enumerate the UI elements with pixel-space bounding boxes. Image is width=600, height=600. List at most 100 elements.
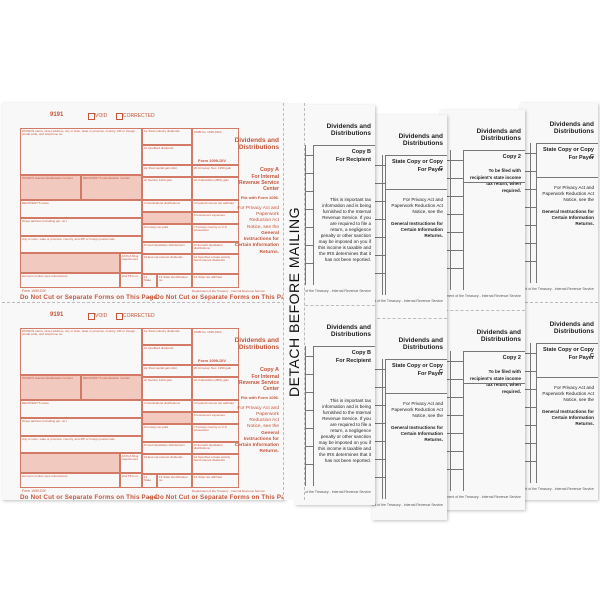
copy-label: State Copy or Copy C [542, 346, 594, 360]
form-divider [385, 358, 447, 360]
form-divider [372, 458, 385, 460]
form-divider [520, 460, 536, 462]
form-divider [382, 155, 383, 295]
file-with: File with Form 1096. [240, 195, 279, 200]
form-copy-bottom: Dividends and Distributions Copy B For Rec… [295, 305, 375, 505]
warning-right: — Do Not Cut or Separate Forms on This P… [147, 493, 285, 501]
void-checkbox[interactable] [88, 113, 95, 120]
footer-text: Department of the Treasury - Internal Re… [440, 294, 521, 298]
corrected-label: CORRECTED [123, 312, 155, 319]
footer-text: Department of the Treasury - Internal Re… [440, 495, 521, 499]
form-title: Dividends and Distributions [476, 128, 521, 142]
privacy-bold: General Instructions for Certain Informa… [390, 221, 443, 238]
form-field: RECIPIENT'S identification number [81, 374, 142, 400]
footer-text: Department of the Treasury - Internal Re… [520, 486, 594, 491]
corrected-label: CORRECTED [123, 113, 155, 119]
form-title: Dividends and Distributions [398, 133, 443, 147]
form-field: Street address (including apt. no.) [20, 218, 142, 236]
copy-label: Copy A [259, 167, 279, 173]
form-divider [520, 370, 536, 372]
form-divider [440, 433, 463, 434]
copy-for: For Internal Revenue Service Center [238, 174, 279, 192]
form-field: City or town, state or province, country… [20, 435, 142, 453]
form-field: City or town, state or province, country… [20, 236, 142, 253]
form-field: 13 State identification no. [157, 473, 192, 488]
form-divider [440, 232, 463, 233]
form-field: 2nd TIN not. [120, 273, 142, 288]
form-field: RECIPIENT'S identification number [81, 175, 142, 200]
form-field [20, 253, 120, 273]
privacy-text: For Privacy Act and Paperwork Reduction … [391, 197, 443, 214]
form-divider [520, 261, 536, 262]
form-title: Dividends and Distributions [398, 336, 443, 351]
form-field: 4 Federal income tax withheld [192, 399, 239, 412]
form-copy-top: Dividends and Distributions Copy 2 To be f… [440, 110, 525, 310]
privacy-text: For Privacy Act and Paperwork Reduction … [391, 400, 443, 418]
form-field: 11 Specified private activity bond inter… [192, 254, 239, 274]
form-field: 2d Collectibles (28%) gain [192, 376, 239, 400]
void-checkbox[interactable] [88, 312, 95, 320]
form-field [192, 128, 239, 165]
footer-text: Department of the Treasury - Internal Re… [520, 287, 594, 291]
footer-text: Department of the Treasury - Internal Re… [372, 299, 443, 303]
form-divider [440, 397, 463, 398]
form-field [192, 327, 239, 365]
form-divider [313, 145, 375, 146]
form-divider [372, 201, 385, 202]
form-divider [372, 219, 385, 220]
form-field: 10 Exempt-interest dividends [142, 254, 192, 274]
form-divider [305, 346, 306, 486]
privacy-text: For Privacy Act and Paperwork Reduction … [542, 384, 594, 402]
privacy-text: For Privacy Act and Paperwork Reduction … [237, 405, 279, 430]
form-field: RECIPIENT'S name [20, 399, 142, 418]
form-divider [372, 404, 385, 406]
corrected-checkbox[interactable] [116, 113, 123, 120]
privacy-text: For Privacy Act and Paperwork Reduction … [237, 206, 279, 230]
form-divider [313, 145, 314, 285]
form-divider [385, 155, 386, 295]
form-copy-bottom: Dividends and Distributions State Copy or… [372, 317, 447, 521]
form-field: 6 Foreign tax paid [142, 224, 192, 242]
form-divider [372, 183, 385, 184]
form-divider [536, 143, 537, 283]
form-field: Account number (see instructions) [20, 273, 120, 288]
form-field: 12 State [142, 473, 157, 488]
form-divider [536, 342, 598, 344]
copy-for: For Payer [568, 155, 594, 161]
form-title: Dividends and Distributions [234, 137, 279, 151]
form-divider [520, 406, 536, 408]
form-title: Dividends and Distributions [549, 320, 594, 335]
form-divider [372, 386, 385, 388]
omb-number: OMB No. 1545-0110 [194, 130, 222, 134]
warning-right: — Do Not Cut or Separate Forms on This P… [147, 294, 285, 301]
form-divider [463, 383, 525, 384]
form-field: 8 Cash liquidation distributions [142, 242, 192, 254]
form-title: Dividends and Distributions [326, 123, 371, 137]
corrected-checkbox[interactable] [116, 312, 123, 320]
form-field: Account number (see instructions) [20, 472, 120, 488]
form-field: PAYER'S name, street address, city or to… [20, 327, 142, 375]
form-title: Dividends and Distributions [549, 121, 594, 135]
form-divider [372, 273, 385, 274]
privacy-bold: General Instructions for Certain Informa… [541, 209, 594, 226]
form-field: 5 Investment expenses [192, 212, 239, 224]
form-divider [520, 352, 536, 354]
form-field: 13 State identification no. [157, 274, 192, 288]
form-copy-bottom: Dividends and Distributions State Copy or… [520, 301, 598, 501]
copy-label: State Copy or Copy C [391, 159, 443, 172]
copy-for: For Payer [417, 167, 443, 173]
form-divider [520, 243, 536, 244]
form-field: 5 Investment expenses [192, 411, 239, 424]
form-divider [536, 177, 598, 178]
form-divider [440, 250, 463, 251]
form-title: Dividends and Distributions [234, 336, 279, 351]
form-divider [372, 422, 385, 424]
form-divider [372, 237, 385, 238]
form-field: 1a Total ordinary dividends [142, 128, 192, 145]
form-divider [385, 155, 447, 156]
form-field [142, 212, 192, 224]
form-field: 8 Cash liquidation distributions [142, 441, 192, 454]
copy-label: Copy A [259, 366, 279, 373]
form-divider [440, 160, 463, 161]
copy-label: State Copy or Copy C [542, 147, 594, 160]
